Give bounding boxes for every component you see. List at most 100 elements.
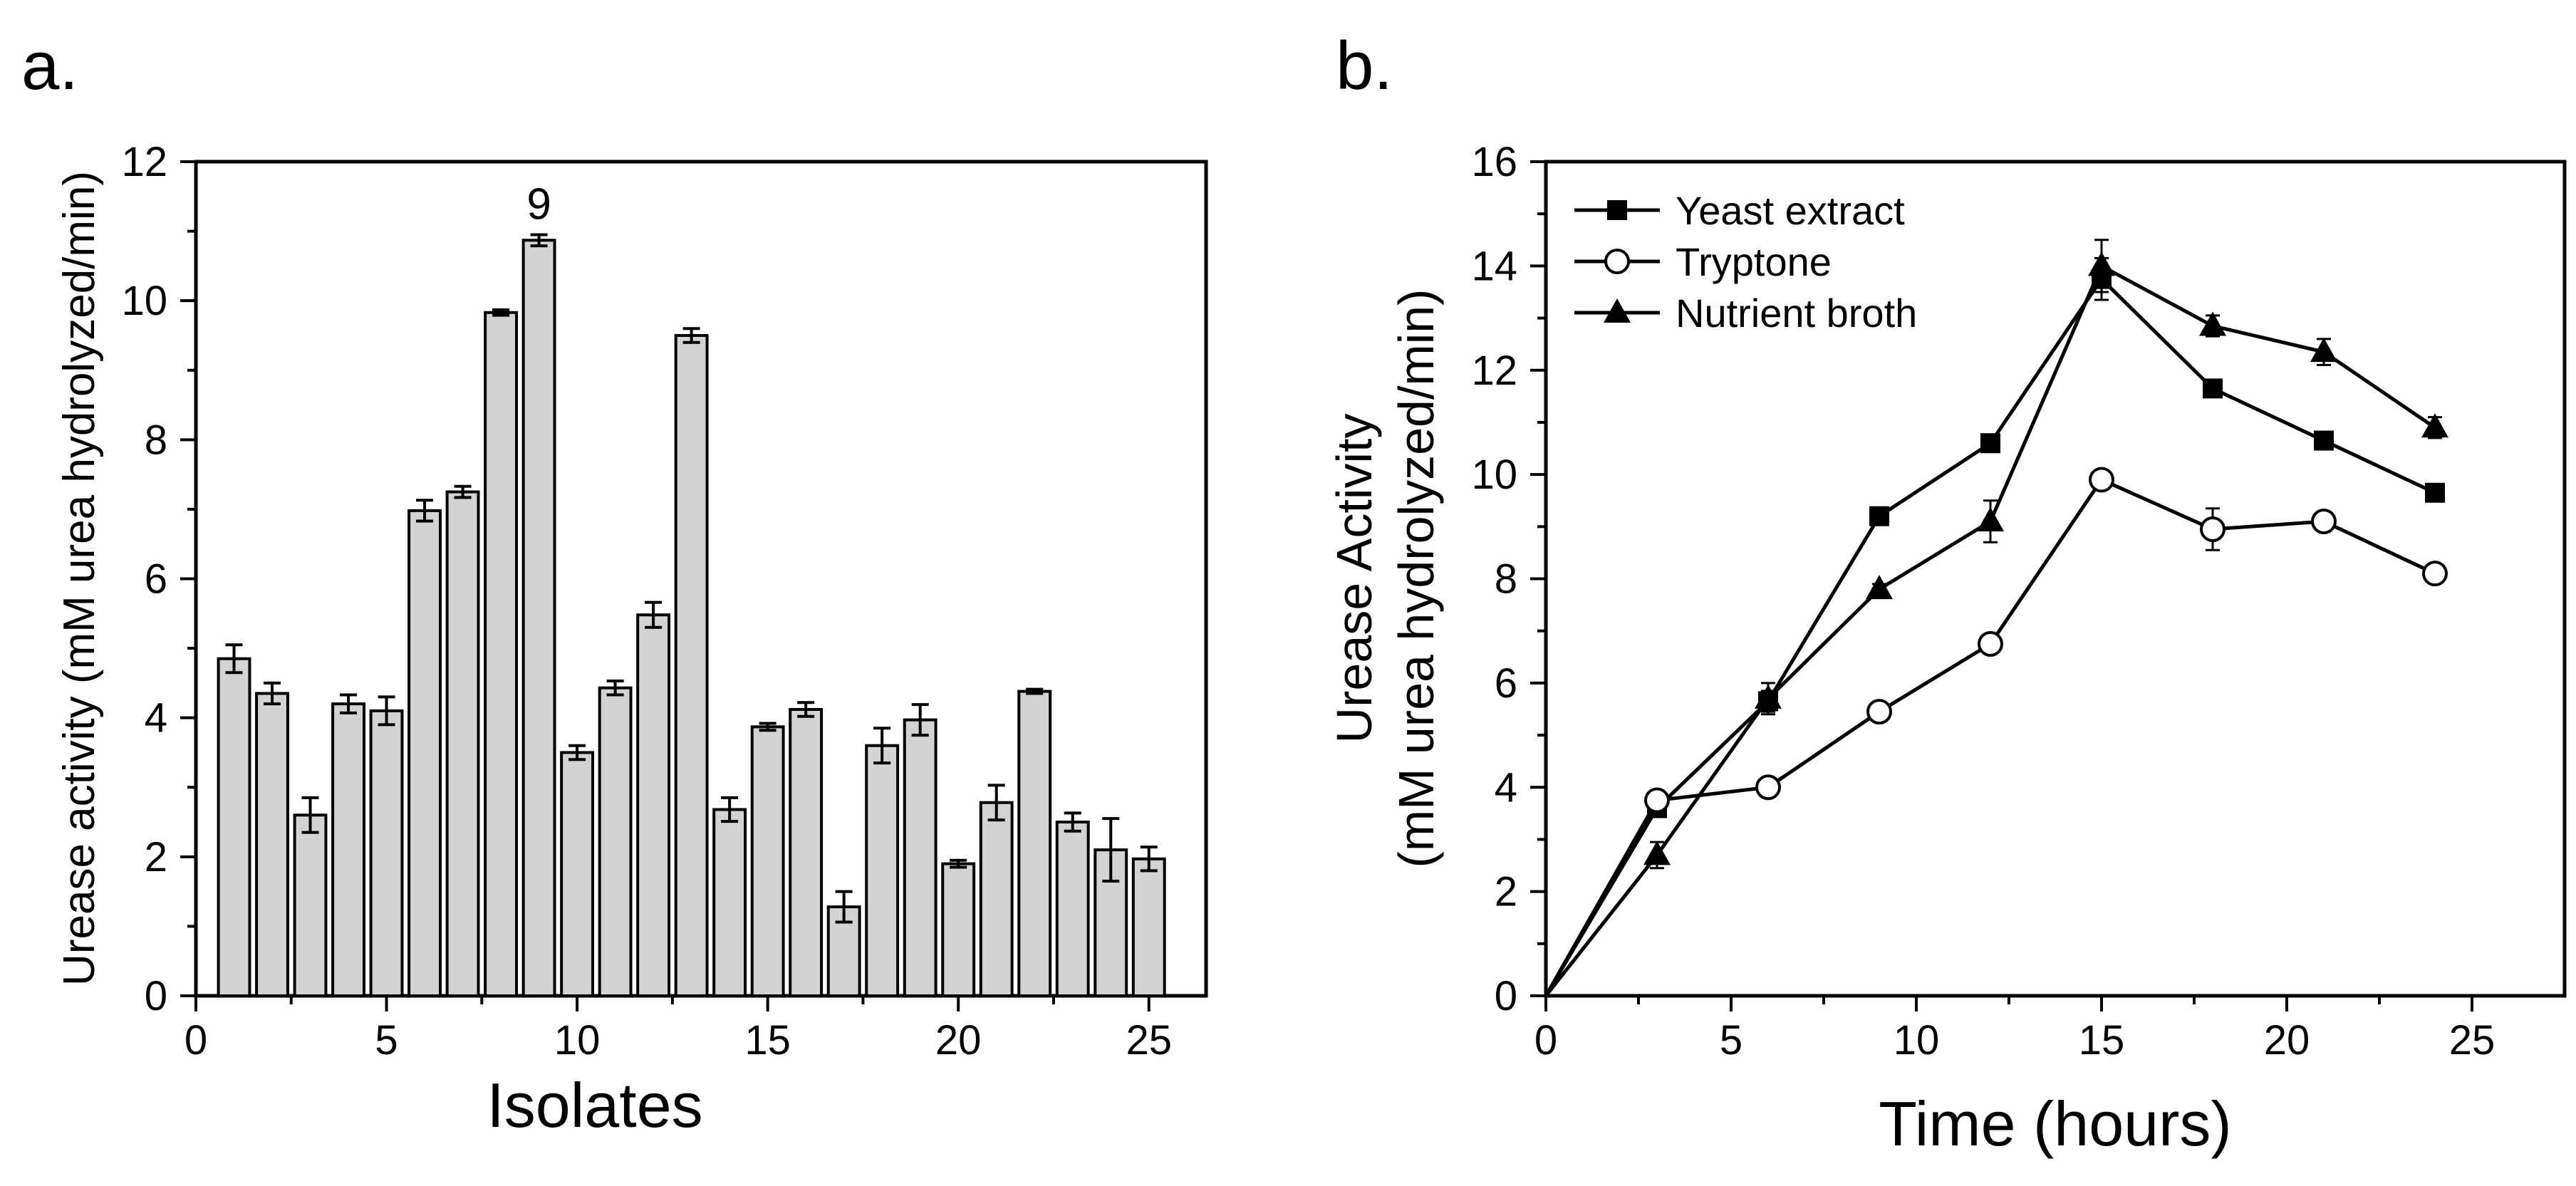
panel-b-x-axis-label: Time (hours) (1879, 1088, 2231, 1159)
bar (789, 707, 824, 997)
bar (979, 801, 1014, 998)
error-bar (759, 722, 777, 732)
bar (560, 751, 595, 998)
error-bar (721, 796, 739, 823)
bar (407, 509, 442, 997)
x-tick-label: 15 (744, 1017, 791, 1063)
legend-item: Nutrient broth (1574, 291, 1917, 335)
y-tick-label: 16 (1471, 139, 1517, 185)
bar (941, 862, 976, 998)
data-point (2422, 561, 2448, 587)
panel-b-y-ticks: 0 2 4 6 8 10 12 14 16 (1471, 139, 1546, 1019)
error-bar (264, 681, 281, 706)
data-point (2425, 482, 2445, 503)
legend-marker (1604, 298, 1631, 323)
bar (1017, 690, 1052, 998)
y-tick-label: 8 (1495, 556, 1517, 603)
error-bar (1140, 846, 1158, 873)
data-point (2311, 508, 2337, 534)
y-tick-label: 8 (145, 417, 167, 463)
bar (445, 490, 480, 997)
x-tick-label: 25 (1126, 1017, 1172, 1063)
x-tick-label: 20 (2264, 1017, 2310, 1063)
data-point (1980, 433, 2000, 454)
data-point (1869, 506, 1889, 526)
error-bar (340, 693, 358, 714)
bar (1094, 848, 1128, 997)
legend-marker (1607, 200, 1627, 220)
data-point (2089, 467, 2114, 493)
series-nutrient-broth (1544, 239, 2448, 997)
panel-a-annotation: 9 (526, 180, 551, 229)
error-bar (225, 643, 243, 675)
bar (750, 725, 785, 997)
error-bar (1026, 687, 1044, 695)
x-tick-label: 15 (2079, 1017, 2125, 1063)
data-point (2199, 311, 2226, 336)
panel-b-plot-frame (1544, 160, 2567, 998)
panel-b-y-axis-label-line1: Urease Activity (1326, 414, 1382, 744)
panel-a-y-ticks: 0 2 4 6 8 10 12 (121, 139, 196, 1019)
y-tick-label: 4 (1495, 764, 1517, 811)
error-bar (606, 679, 624, 697)
bar (521, 239, 556, 997)
y-tick-label: 10 (1471, 452, 1517, 498)
error-bar (416, 499, 434, 523)
bar (903, 718, 938, 997)
panel-b-label: b. (1336, 28, 1393, 104)
error-bar (682, 327, 700, 344)
data-point (1866, 575, 1893, 600)
error-bar (301, 796, 319, 834)
panel-b-y-axis-label-line2: (mM urea hydrolyzed/min) (1388, 289, 1444, 868)
panel-b-legend: Yeast extract Tryptone Nutrient broth (1574, 188, 1917, 335)
legend-item: Yeast extract (1574, 188, 1905, 233)
data-point (2203, 378, 2223, 399)
error-bar (987, 784, 1005, 822)
bar (1131, 857, 1166, 998)
y-tick-label: 14 (1471, 243, 1517, 289)
y-tick-label: 6 (1495, 660, 1517, 707)
y-tick-label: 6 (145, 556, 167, 603)
x-tick-label: 5 (375, 1017, 398, 1063)
data-point (1755, 684, 1782, 709)
data-point (1978, 630, 2003, 657)
error-bar (378, 695, 395, 727)
legend-item: Tryptone (1574, 239, 1832, 284)
bar (1055, 821, 1090, 997)
data-point (2314, 430, 2334, 451)
legend-marker (1604, 249, 1630, 274)
data-point (1644, 787, 1670, 813)
x-tick-label: 20 (935, 1017, 982, 1063)
y-tick-label: 4 (145, 695, 167, 742)
panel-b-x-ticks: 0 5 10 15 20 25 (1534, 996, 2495, 1063)
x-tick-label: 25 (2449, 1017, 2496, 1063)
bar (598, 686, 633, 997)
error-bar (1102, 817, 1120, 883)
y-tick-label: 0 (1495, 973, 1517, 1019)
data-point (2310, 338, 2337, 363)
panel-b-chart: 0 5 10 15 20 25 0 2 4 6 8 10 12 14 16 Yeast extract Tr… (1326, 139, 2567, 1159)
series-tryptone (1544, 467, 2448, 997)
bar (293, 813, 328, 997)
bar (369, 709, 404, 997)
error-bar (530, 233, 548, 248)
data-point (2421, 413, 2448, 438)
y-tick-label: 12 (1471, 348, 1517, 394)
error-bar (454, 484, 472, 499)
y-tick-label: 2 (145, 834, 167, 880)
error-bar (568, 744, 586, 761)
legend-label: Tryptone (1676, 239, 1832, 284)
panel-a-y-axis-label: Urease activity (mM urea hydrolyzed/min) (55, 171, 104, 986)
series-line (1544, 263, 2436, 997)
panel-a-bars (217, 233, 1166, 998)
y-tick-label: 12 (121, 139, 167, 185)
data-point (2088, 251, 2115, 276)
bar (331, 702, 365, 998)
legend-label: Yeast extract (1676, 188, 1905, 233)
panel-a-chart: 0 5 10 15 20 25 0 2 4 6 8 10 12 9 Isolates Urease a… (55, 139, 1208, 1140)
error-bar (1064, 811, 1081, 833)
error-bar (492, 308, 510, 317)
data-point (2200, 516, 2226, 542)
y-tick-label: 0 (145, 973, 167, 1019)
